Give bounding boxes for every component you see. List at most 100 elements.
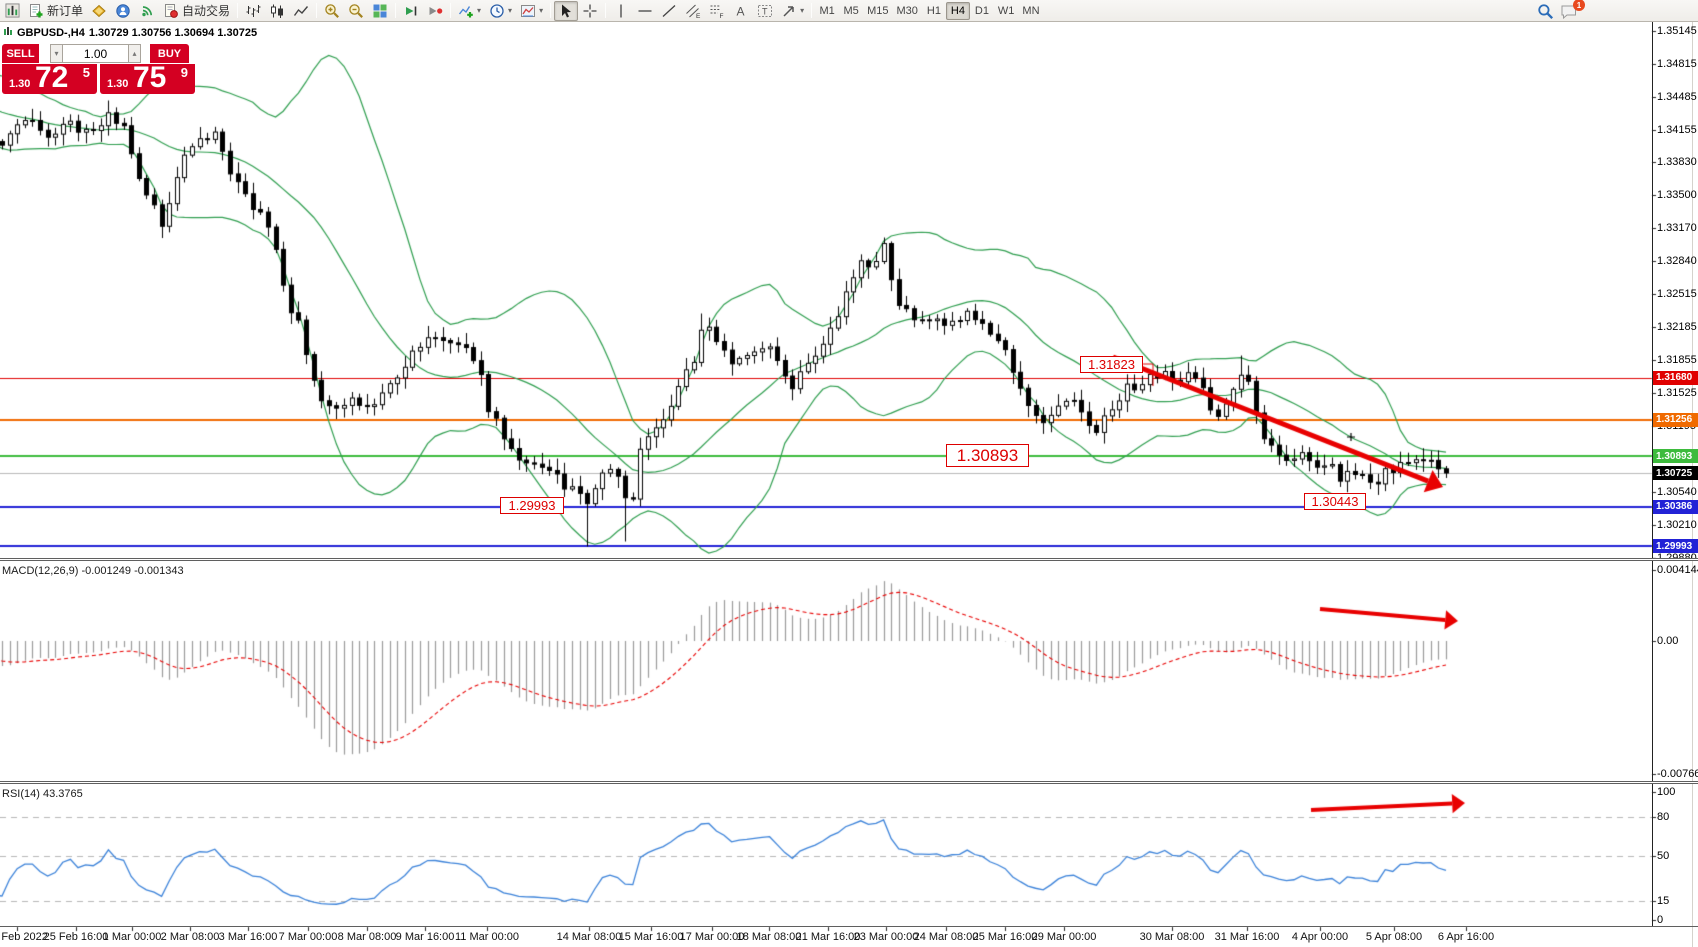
shapes-icon bbox=[781, 3, 797, 19]
price-axis-border bbox=[1652, 22, 1653, 927]
price-tick-label: 1.33830 bbox=[1657, 156, 1697, 168]
time-axis-label[interactable]: 9 Mar 16:00 bbox=[395, 931, 455, 943]
timeframe-w1-button[interactable]: W1 bbox=[997, 4, 1015, 17]
chevron-down-icon[interactable]: ▾ bbox=[508, 5, 513, 15]
timeframe-h1-button[interactable]: H1 bbox=[926, 4, 941, 17]
community-icon bbox=[115, 3, 131, 19]
text-label-button[interactable]: T bbox=[753, 1, 777, 21]
price-tick-label: 1.32840 bbox=[1657, 255, 1697, 267]
timeframe-m30-button[interactable]: M30 bbox=[896, 4, 918, 17]
timeframe-mn-button[interactable]: MN bbox=[1022, 4, 1040, 17]
cursor-button[interactable] bbox=[554, 0, 579, 21]
bar-chart-button[interactable] bbox=[241, 1, 265, 21]
time-axis-label[interactable]: 23 Mar 00:00 bbox=[853, 931, 919, 943]
time-axis-label[interactable]: 31 Mar 16:00 bbox=[1214, 931, 1280, 943]
candle-chart-button[interactable] bbox=[265, 1, 289, 21]
fibonacci-button[interactable]: F bbox=[705, 1, 729, 21]
price-annotation[interactable]: 1.29993 bbox=[500, 497, 564, 514]
gold-button[interactable] bbox=[87, 1, 111, 21]
zoom-in-button[interactable] bbox=[320, 1, 344, 21]
price-annotation[interactable]: 1.31823 bbox=[1080, 356, 1143, 373]
chevron-down-icon[interactable]: ▾ bbox=[539, 5, 544, 15]
time-axis-label[interactable]: 3 Mar 16:00 bbox=[218, 931, 278, 943]
buy-price-panel[interactable]: 1.30 75 9 bbox=[100, 61, 195, 94]
horizontal-line-button[interactable] bbox=[633, 1, 657, 21]
time-axis-label[interactable]: 14 Mar 08:00 bbox=[556, 931, 622, 943]
window-icon bbox=[5, 3, 20, 18]
signal-button[interactable] bbox=[135, 1, 159, 21]
zoom-out-button[interactable] bbox=[344, 1, 368, 21]
rsi-indicator-label: RSI(14) 43.3765 bbox=[2, 788, 83, 800]
time-axis-label[interactable]: 29 Mar 00:00 bbox=[1031, 931, 1097, 943]
new-order-button-label: 新订单 bbox=[47, 4, 84, 18]
indicators-button[interactable]: ▾ bbox=[454, 1, 485, 21]
vertical-line-button[interactable] bbox=[609, 1, 633, 21]
volume-increase-button[interactable]: ▴ bbox=[128, 44, 141, 63]
time-axis-label[interactable]: 24 Mar 08:00 bbox=[913, 931, 979, 943]
price-annotation[interactable]: 1.30893 bbox=[946, 444, 1029, 467]
sell-button[interactable]: SELL bbox=[2, 44, 39, 63]
volume-decrease-button[interactable]: ▾ bbox=[50, 44, 63, 63]
auto-scroll-button[interactable] bbox=[399, 1, 423, 21]
arrows-button[interactable]: ▾ bbox=[777, 1, 808, 21]
timeframe-h4-button[interactable]: H4 bbox=[945, 1, 970, 20]
panel-separator-macd-rsi[interactable] bbox=[0, 781, 1698, 784]
trendline-button[interactable] bbox=[657, 1, 681, 21]
time-axis-label[interactable]: 25 Feb 16:00 bbox=[43, 931, 109, 943]
rsi-tick-label: 80 bbox=[1657, 811, 1670, 823]
timeframe-m1-button[interactable]: M1 bbox=[819, 4, 835, 17]
time-axis-label[interactable]: 2 Mar 08:00 bbox=[160, 931, 220, 943]
panel-separator-main-macd[interactable] bbox=[0, 558, 1698, 561]
timeframe-m15-button[interactable]: M15 bbox=[867, 4, 889, 17]
time-axis-label[interactable]: 18 Mar 08:00 bbox=[736, 931, 802, 943]
time-axis-label[interactable]: 30 Mar 08:00 bbox=[1139, 931, 1205, 943]
notifications-icon[interactable]: 1 bbox=[1560, 0, 1585, 20]
svg-text:E: E bbox=[696, 13, 701, 19]
price-annotation[interactable]: 1.30443 bbox=[1304, 493, 1366, 510]
autoscroll-icon bbox=[403, 3, 419, 19]
volume-input[interactable] bbox=[63, 44, 128, 63]
time-axis-label[interactable]: 17 Mar 00:00 bbox=[679, 931, 745, 943]
time-axis-label[interactable]: 6 Apr 16:00 bbox=[1437, 931, 1495, 943]
time-axis-label[interactable]: 4 Apr 00:00 bbox=[1291, 931, 1349, 943]
time-axis-label[interactable]: 7 Mar 00:00 bbox=[278, 931, 338, 943]
chart-quote-line: GBPUSD-,H4 1.30729 1.30756 1.30694 1.307… bbox=[3, 26, 257, 39]
text-button[interactable]: A bbox=[729, 1, 753, 21]
chevron-down-icon[interactable]: ▾ bbox=[477, 5, 482, 15]
timeframe-d1-button[interactable]: D1 bbox=[974, 4, 989, 17]
time-axis-label[interactable]: 11 Mar 00:00 bbox=[454, 931, 520, 943]
window-icon bbox=[1, 1, 24, 21]
time-axis-label[interactable]: 8 Mar 08:00 bbox=[337, 931, 397, 943]
line-chart-button[interactable] bbox=[289, 1, 313, 21]
templates-button[interactable]: ▾ bbox=[516, 1, 547, 21]
time-axis-label[interactable]: 1 Mar 00:00 bbox=[102, 931, 162, 943]
time-axis-label[interactable]: 5 Apr 08:00 bbox=[1365, 931, 1423, 943]
tile-windows-button[interactable] bbox=[368, 1, 392, 21]
chevron-down-icon[interactable]: ▾ bbox=[800, 5, 805, 15]
crosshair-icon bbox=[582, 3, 598, 19]
sell-price-panel[interactable]: 1.30 72 5 bbox=[2, 61, 97, 94]
chart-shift-button[interactable] bbox=[423, 1, 447, 21]
autotrade-button[interactable]: 自动交易 bbox=[159, 1, 234, 21]
time-axis-label[interactable]: 25 Mar 16:00 bbox=[972, 931, 1038, 943]
rsi-tick-label: 0 bbox=[1657, 914, 1664, 926]
buy-button[interactable]: BUY bbox=[150, 44, 189, 63]
time-axis-label[interactable]: 15 Mar 16:00 bbox=[618, 931, 684, 943]
new-order-button[interactable]: 新订单 bbox=[24, 1, 87, 21]
price-badge: 1.30386 bbox=[1653, 499, 1698, 514]
svg-text:A: A bbox=[737, 4, 745, 18]
crosshair-button[interactable] bbox=[578, 1, 602, 21]
candles-icon bbox=[269, 3, 285, 19]
periods-button[interactable]: ▾ bbox=[485, 1, 516, 21]
svg-text:T: T bbox=[762, 6, 768, 16]
search-icon[interactable] bbox=[1537, 2, 1554, 20]
timeframe-m5-button[interactable]: M5 bbox=[843, 4, 859, 17]
toolbar-separator bbox=[316, 3, 318, 18]
channel-button[interactable]: E bbox=[681, 1, 705, 21]
community-button[interactable] bbox=[111, 1, 135, 21]
time-axis-label[interactable]: 24 Feb 2022 bbox=[0, 931, 48, 943]
time-axis-label[interactable]: 21 Mar 16:00 bbox=[795, 931, 861, 943]
shift-icon bbox=[427, 3, 443, 19]
buy-price-prefix: 1.30 bbox=[107, 78, 129, 90]
